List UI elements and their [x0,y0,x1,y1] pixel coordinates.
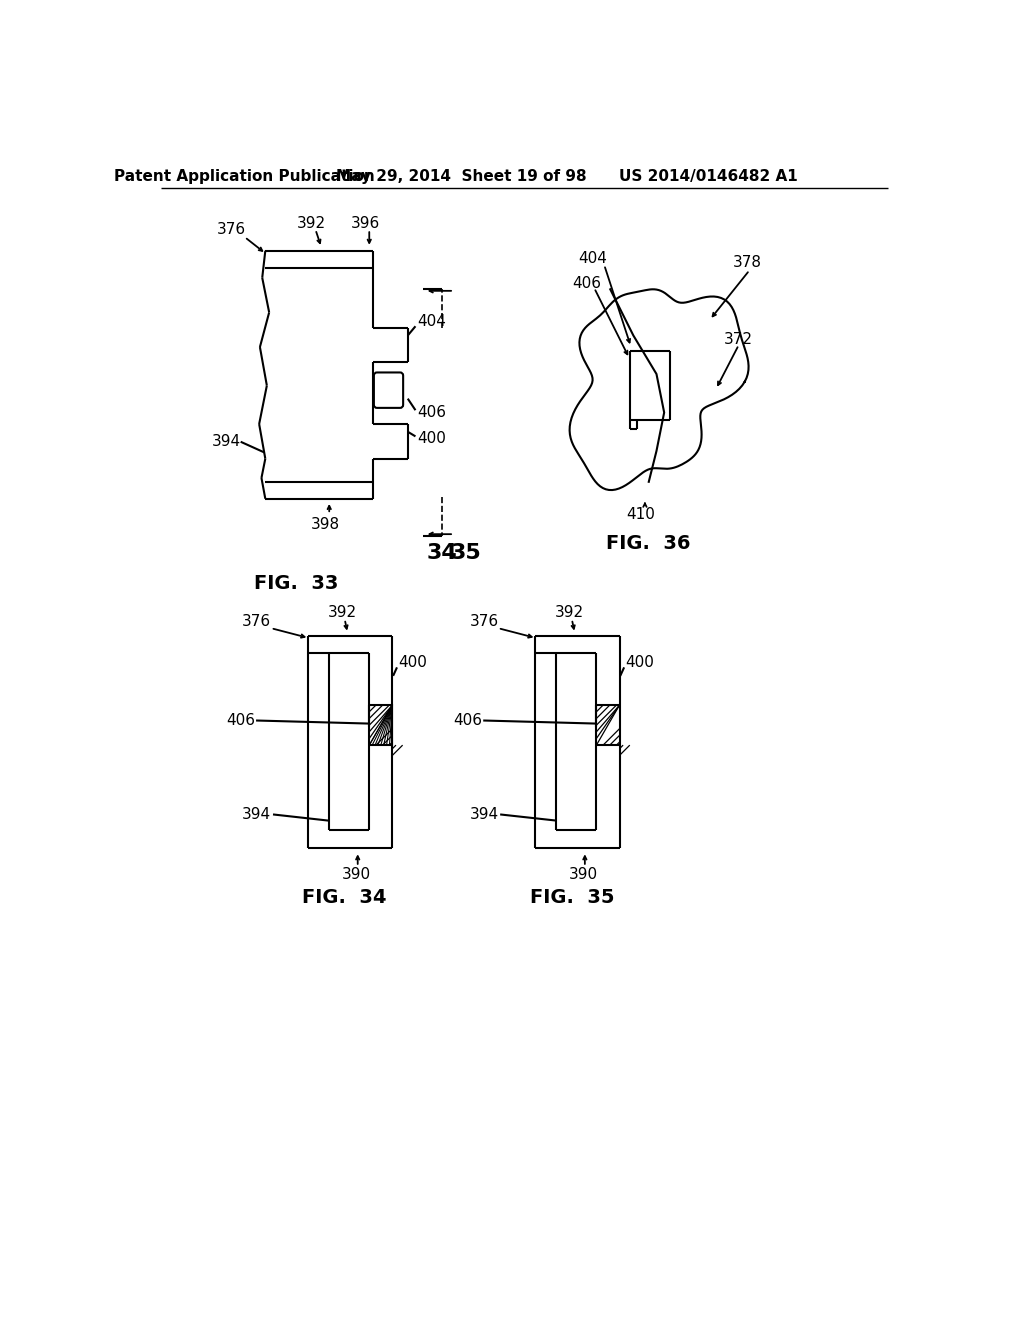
Text: 400: 400 [626,655,654,671]
Text: 394: 394 [243,807,271,822]
Text: May 29, 2014  Sheet 19 of 98: May 29, 2014 Sheet 19 of 98 [336,169,587,185]
Text: 406: 406 [417,405,446,420]
Text: 392: 392 [297,216,326,231]
Text: 398: 398 [311,516,340,532]
Text: Patent Application Publication: Patent Application Publication [114,169,375,185]
Text: FIG.  35: FIG. 35 [529,888,614,907]
Text: 34: 34 [427,543,458,562]
Text: 410: 410 [626,507,654,521]
FancyBboxPatch shape [374,372,403,408]
Text: 394: 394 [211,434,241,449]
Text: 35: 35 [451,543,481,562]
Text: 406: 406 [454,713,482,729]
Text: 392: 392 [555,605,584,620]
Text: 394: 394 [469,807,499,822]
Text: 378: 378 [733,255,762,269]
Text: 404: 404 [579,251,607,267]
Text: 392: 392 [328,605,357,620]
Text: US 2014/0146482 A1: US 2014/0146482 A1 [618,169,798,185]
Text: 396: 396 [351,216,380,231]
Text: 376: 376 [243,614,271,630]
Text: 390: 390 [342,867,371,882]
Text: 400: 400 [398,655,427,671]
Text: 376: 376 [469,614,499,630]
Text: 400: 400 [417,432,445,446]
Text: 372: 372 [724,331,753,347]
Text: 406: 406 [226,713,255,729]
Text: FIG.  36: FIG. 36 [606,533,690,553]
Text: FIG.  33: FIG. 33 [254,574,338,593]
Text: 406: 406 [572,276,601,290]
Text: 390: 390 [568,867,598,882]
Text: 404: 404 [417,314,445,329]
Text: 376: 376 [217,222,246,236]
Text: FIG.  34: FIG. 34 [302,888,387,907]
